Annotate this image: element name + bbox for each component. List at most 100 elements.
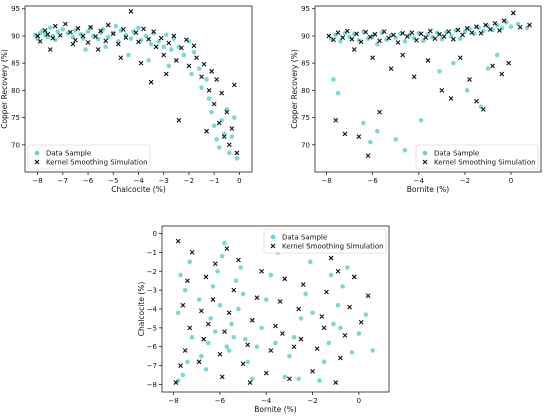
- legend-marker-data-sample: [270, 234, 276, 240]
- simulation-point: [282, 276, 288, 282]
- simulation-point: [377, 109, 382, 115]
- simulation-point: [209, 68, 215, 74]
- simulation-point: [50, 35, 56, 41]
- simulation-point: [391, 32, 396, 38]
- x-tick-label: −6: [83, 177, 94, 185]
- data-sample-point: [345, 265, 350, 270]
- simulation-point: [217, 351, 223, 357]
- data-sample-point: [282, 374, 288, 380]
- data-sample-point: [296, 376, 301, 382]
- simulation-point: [372, 31, 378, 37]
- simulation-point: [273, 323, 278, 329]
- y-tick-label: 70: [11, 141, 20, 149]
- simulation-point: [501, 18, 507, 24]
- simulation-point: [358, 39, 364, 45]
- simulation-point: [226, 310, 232, 316]
- data-sample-point: [206, 96, 212, 101]
- simulation-point: [173, 380, 179, 385]
- series-kernel-simulation: [35, 9, 240, 156]
- data-sample-point: [370, 348, 376, 353]
- simulation-point: [73, 37, 78, 43]
- y-tick-label: 85: [301, 60, 310, 68]
- data-sample-point: [234, 156, 240, 161]
- data-sample-point: [146, 58, 151, 63]
- data-sample-point: [363, 312, 369, 317]
- data-sample-point: [485, 23, 491, 29]
- simulation-point: [400, 30, 406, 36]
- simulation-point: [342, 333, 348, 338]
- simulation-point: [166, 40, 172, 46]
- legend-label: Kernel Smoothing Simulation: [434, 159, 536, 167]
- simulation-point: [226, 142, 232, 148]
- data-sample-point: [191, 49, 197, 55]
- simulation-point: [351, 274, 357, 280]
- simulation-point: [199, 74, 204, 80]
- data-sample-point: [393, 137, 399, 142]
- legend-label: Data Sample: [46, 150, 91, 158]
- data-sample-point: [335, 302, 341, 308]
- data-sample-point: [229, 134, 235, 139]
- simulation-point: [439, 87, 445, 93]
- simulation-point: [85, 40, 91, 45]
- simulation-point: [469, 30, 475, 36]
- data-sample-point: [47, 25, 53, 31]
- y-axis-label: Copper Recovery (%): [290, 49, 299, 129]
- data-sample-point: [60, 27, 66, 32]
- y-tick-label: −5: [147, 324, 157, 332]
- simulation-point: [123, 35, 129, 40]
- simulation-point: [381, 29, 387, 34]
- simulation-point: [448, 96, 454, 101]
- simulation-point: [328, 255, 334, 261]
- y-axis-label: Chalcocite (%): [137, 282, 146, 337]
- x-tick-label: −6: [215, 397, 226, 405]
- simulation-point: [492, 21, 498, 26]
- simulation-point: [196, 359, 202, 365]
- series-data-sample: [32, 23, 240, 161]
- data-sample-point: [85, 29, 91, 34]
- x-tick-label: −2: [184, 177, 194, 185]
- simulation-point: [68, 29, 73, 35]
- simulation-point: [349, 36, 355, 42]
- simulation-point: [400, 52, 406, 58]
- simulation-point: [388, 66, 394, 71]
- simulation-point: [310, 368, 315, 374]
- y-tick-label: 95: [11, 5, 20, 13]
- data-sample-point: [209, 109, 214, 115]
- data-sample-point: [180, 372, 186, 378]
- data-sample-point: [471, 31, 477, 37]
- data-sample-point: [254, 344, 260, 350]
- simulation-point: [118, 55, 124, 61]
- simulation-point: [133, 30, 139, 36]
- data-sample-point: [83, 47, 88, 52]
- simulation-point: [88, 24, 93, 30]
- data-sample-point: [126, 52, 131, 58]
- simulation-point: [280, 331, 285, 336]
- simulation-point: [222, 329, 227, 335]
- x-tick-label: −3: [159, 177, 169, 185]
- data-sample-point: [263, 297, 269, 302]
- simulation-point: [216, 120, 222, 126]
- simulation-point: [425, 58, 431, 63]
- data-sample-point: [245, 359, 251, 365]
- y-tick-label: 75: [11, 114, 20, 122]
- data-sample-point: [508, 24, 514, 29]
- simulation-point: [335, 30, 341, 36]
- simulation-point: [224, 246, 230, 252]
- y-tick-label: −3: [147, 287, 157, 295]
- x-axis-label: Bornite (%): [254, 405, 297, 414]
- data-sample-point: [222, 240, 227, 246]
- simulation-point: [455, 27, 461, 33]
- y-tick-label: −4: [147, 306, 158, 314]
- data-sample-point: [214, 137, 219, 142]
- simulation-point: [182, 348, 188, 353]
- simulation-point: [189, 250, 195, 255]
- x-axis-label: Chalcocite (%): [111, 185, 166, 194]
- simulation-point: [52, 23, 58, 29]
- data-sample-point: [227, 150, 232, 156]
- simulation-point: [146, 36, 151, 42]
- simulation-point: [321, 325, 327, 331]
- y-axis-label: Copper Recovery (%): [0, 49, 9, 129]
- simulation-point: [35, 33, 41, 39]
- simulation-point: [185, 278, 190, 284]
